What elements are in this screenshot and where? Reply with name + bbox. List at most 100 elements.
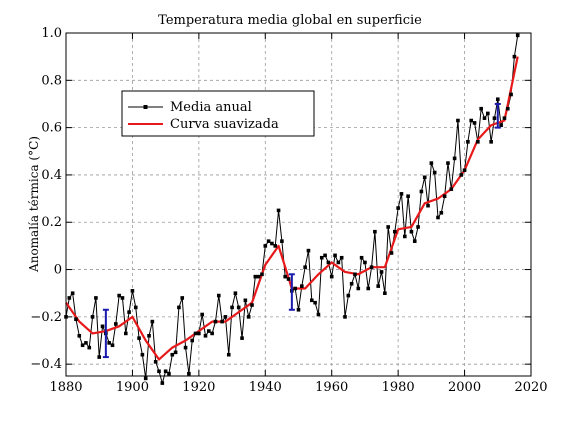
data-point-annual [309,298,314,303]
data-point-annual [399,192,404,196]
plot-area-frame [65,32,532,377]
y-tick-label: 0.8 [41,73,62,88]
data-point-annual [336,260,341,265]
data-point-annual [296,307,301,312]
data-point-annual [190,338,195,343]
data-point-annual [87,345,92,350]
y-tick-label: 0 [54,263,62,278]
data-point-annual [429,161,434,165]
data-point-annual [303,265,307,269]
data-point-annual [157,369,161,374]
data-point-annual [386,225,390,229]
data-point-annual [439,210,444,215]
data-point-annual [509,92,513,97]
data-point-annual [74,317,78,322]
data-point-annual [502,116,507,120]
data-point-annual [150,319,155,324]
data-point-annual [456,118,460,123]
data-point-annual [356,286,361,291]
data-point-annual [412,239,417,243]
data-point-annual [213,319,218,324]
data-point-annual [505,106,510,111]
data-point-annual [80,343,85,348]
x-tick-label: 2000 [448,380,481,395]
data-point-annual [140,352,145,357]
x-tick-label: 1940 [249,380,282,395]
data-point-annual [137,336,141,340]
data-point-annual [349,281,354,286]
data-point-annual [283,274,288,279]
data-point-annual [313,300,317,305]
data-point-annual [70,291,75,296]
data-point-annual [133,305,138,310]
data-point-annual [187,371,191,376]
legend-label-annual: Media anual [170,100,252,115]
data-point-annual [180,296,185,300]
data-point-annual [432,170,437,175]
data-point-annual [236,305,241,310]
data-point-annual [476,140,480,144]
data-point-annual [333,253,337,258]
y-tick-label: 1.0 [41,26,62,41]
data-point-annual [422,175,427,180]
data-point-annual [436,215,440,220]
data-point-annual [250,303,254,307]
data-point-annual [462,168,467,172]
data-point-annual [243,298,248,303]
data-point-annual [270,241,274,246]
legend-box [121,90,315,137]
data-point-annual [339,255,344,260]
x-tick-label: 1900 [116,380,149,395]
data-point-annual [90,315,95,319]
data-point-annual [280,239,284,243]
data-point-annual [363,260,367,265]
data-point-annual [260,272,264,277]
data-point-annual [383,291,387,296]
data-point-annual [406,194,410,199]
data-point-annual [117,293,121,298]
data-point-annual [286,277,291,281]
legend-marker-annual [143,105,148,109]
data-point-annual [123,331,128,336]
data-point-annual [446,161,450,165]
x-tick-label: 1880 [49,380,82,395]
data-point-annual [343,315,347,319]
data-point-annual [469,118,474,123]
data-point-annual [193,331,198,336]
data-point-annual [263,244,268,248]
data-point-annual [216,293,221,298]
data-point-annual [499,123,503,128]
data-point-annual [173,350,178,355]
data-point-annual [486,111,490,116]
y-tick-label: −0.2 [30,310,62,325]
data-point-annual [84,341,88,345]
data-point-annual [183,345,188,350]
data-point-annual [253,274,258,279]
data-point-annual [77,333,82,338]
y-tick-label: 0.4 [41,168,62,183]
legend: Media anual Curva suavizada [121,90,315,137]
data-point-annual [393,229,397,234]
data-point-annual [402,234,407,239]
data-point-annual [230,305,234,310]
data-point-annual [240,336,244,340]
series-layer [64,33,520,385]
data-point-annual [130,289,135,293]
data-point-annual [273,244,278,248]
data-point-annual [223,315,228,319]
x-tick-label: 1980 [382,380,415,395]
x-tick-label: 2020 [514,380,547,395]
data-point-annual [67,296,72,300]
data-point-annual [419,189,424,194]
data-point-annual [177,305,181,310]
data-point-annual [416,225,420,229]
data-point-annual [200,312,204,317]
data-point-annual [233,291,238,296]
data-point-annual [107,341,111,345]
data-point-annual [120,296,125,300]
x-tick-label: 1960 [315,380,348,395]
data-point-annual [167,371,171,376]
data-point-annual [366,286,371,291]
data-point-annual [293,286,297,291]
